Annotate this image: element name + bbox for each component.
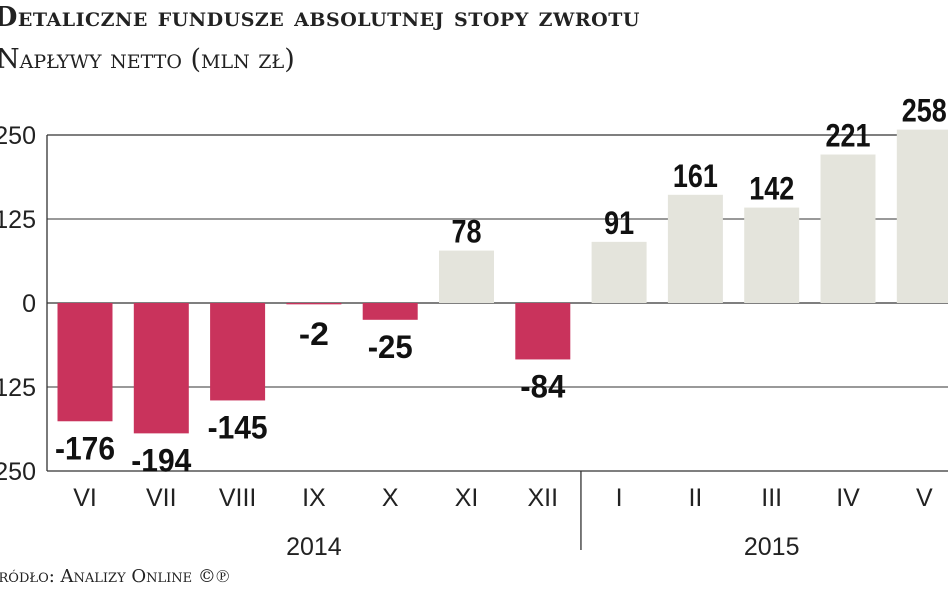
x-tick-label: X bbox=[382, 484, 399, 512]
x-tick-label: VII bbox=[146, 484, 177, 512]
y-tick-label: 0 bbox=[22, 290, 36, 318]
y-tick-label: -250 bbox=[0, 458, 36, 486]
x-tick-label: V bbox=[916, 484, 933, 512]
x-tick-label: IX bbox=[302, 484, 326, 512]
data-label: 78 bbox=[452, 214, 482, 250]
x-tick-label: VI bbox=[73, 484, 97, 512]
data-label: -176 bbox=[55, 430, 115, 466]
x-tick-label: II bbox=[688, 484, 702, 512]
y-tick-label: 125 bbox=[0, 206, 36, 234]
chart-title: Detaliczne fundusze absolutnej stopy zwr… bbox=[0, 2, 640, 33]
year-label: 2015 bbox=[744, 533, 800, 561]
data-label: 91 bbox=[604, 205, 634, 241]
chart-subtitle: Napływy netto (mln zł) bbox=[0, 44, 295, 75]
source-note: Źródło: Analizy Online ©℗ bbox=[0, 566, 230, 587]
bar-XII bbox=[515, 303, 571, 360]
x-tick-label: I bbox=[616, 484, 623, 512]
data-label: 258 bbox=[902, 93, 947, 129]
y-tick-label: 250 bbox=[0, 122, 36, 150]
x-tick-label: III bbox=[761, 484, 782, 512]
x-tick-label: XI bbox=[455, 484, 479, 512]
bar-III bbox=[744, 207, 800, 303]
data-label: -2 bbox=[299, 316, 329, 352]
bar-IX bbox=[286, 303, 342, 305]
y-tick-label: -125 bbox=[0, 374, 36, 402]
data-label: -145 bbox=[208, 409, 268, 445]
x-tick-label: IV bbox=[836, 484, 860, 512]
bar-XI bbox=[439, 250, 494, 303]
bar-VII bbox=[133, 303, 189, 434]
data-label: 161 bbox=[673, 158, 718, 194]
bar-VIII bbox=[210, 303, 266, 401]
data-label: -84 bbox=[520, 368, 565, 404]
bar-X bbox=[362, 303, 418, 320]
bar-V bbox=[896, 129, 948, 303]
x-tick-label: XII bbox=[528, 484, 559, 512]
year-label: 2014 bbox=[286, 533, 342, 561]
bar-IV bbox=[820, 154, 876, 303]
data-label: 221 bbox=[826, 117, 871, 153]
data-label: -25 bbox=[368, 329, 413, 365]
bar-I bbox=[591, 241, 647, 303]
data-label: 142 bbox=[749, 171, 794, 207]
x-tick-label: VIII bbox=[219, 484, 257, 512]
bar-II bbox=[667, 194, 723, 303]
bar-VI bbox=[57, 303, 113, 422]
data-label: -194 bbox=[131, 442, 191, 478]
